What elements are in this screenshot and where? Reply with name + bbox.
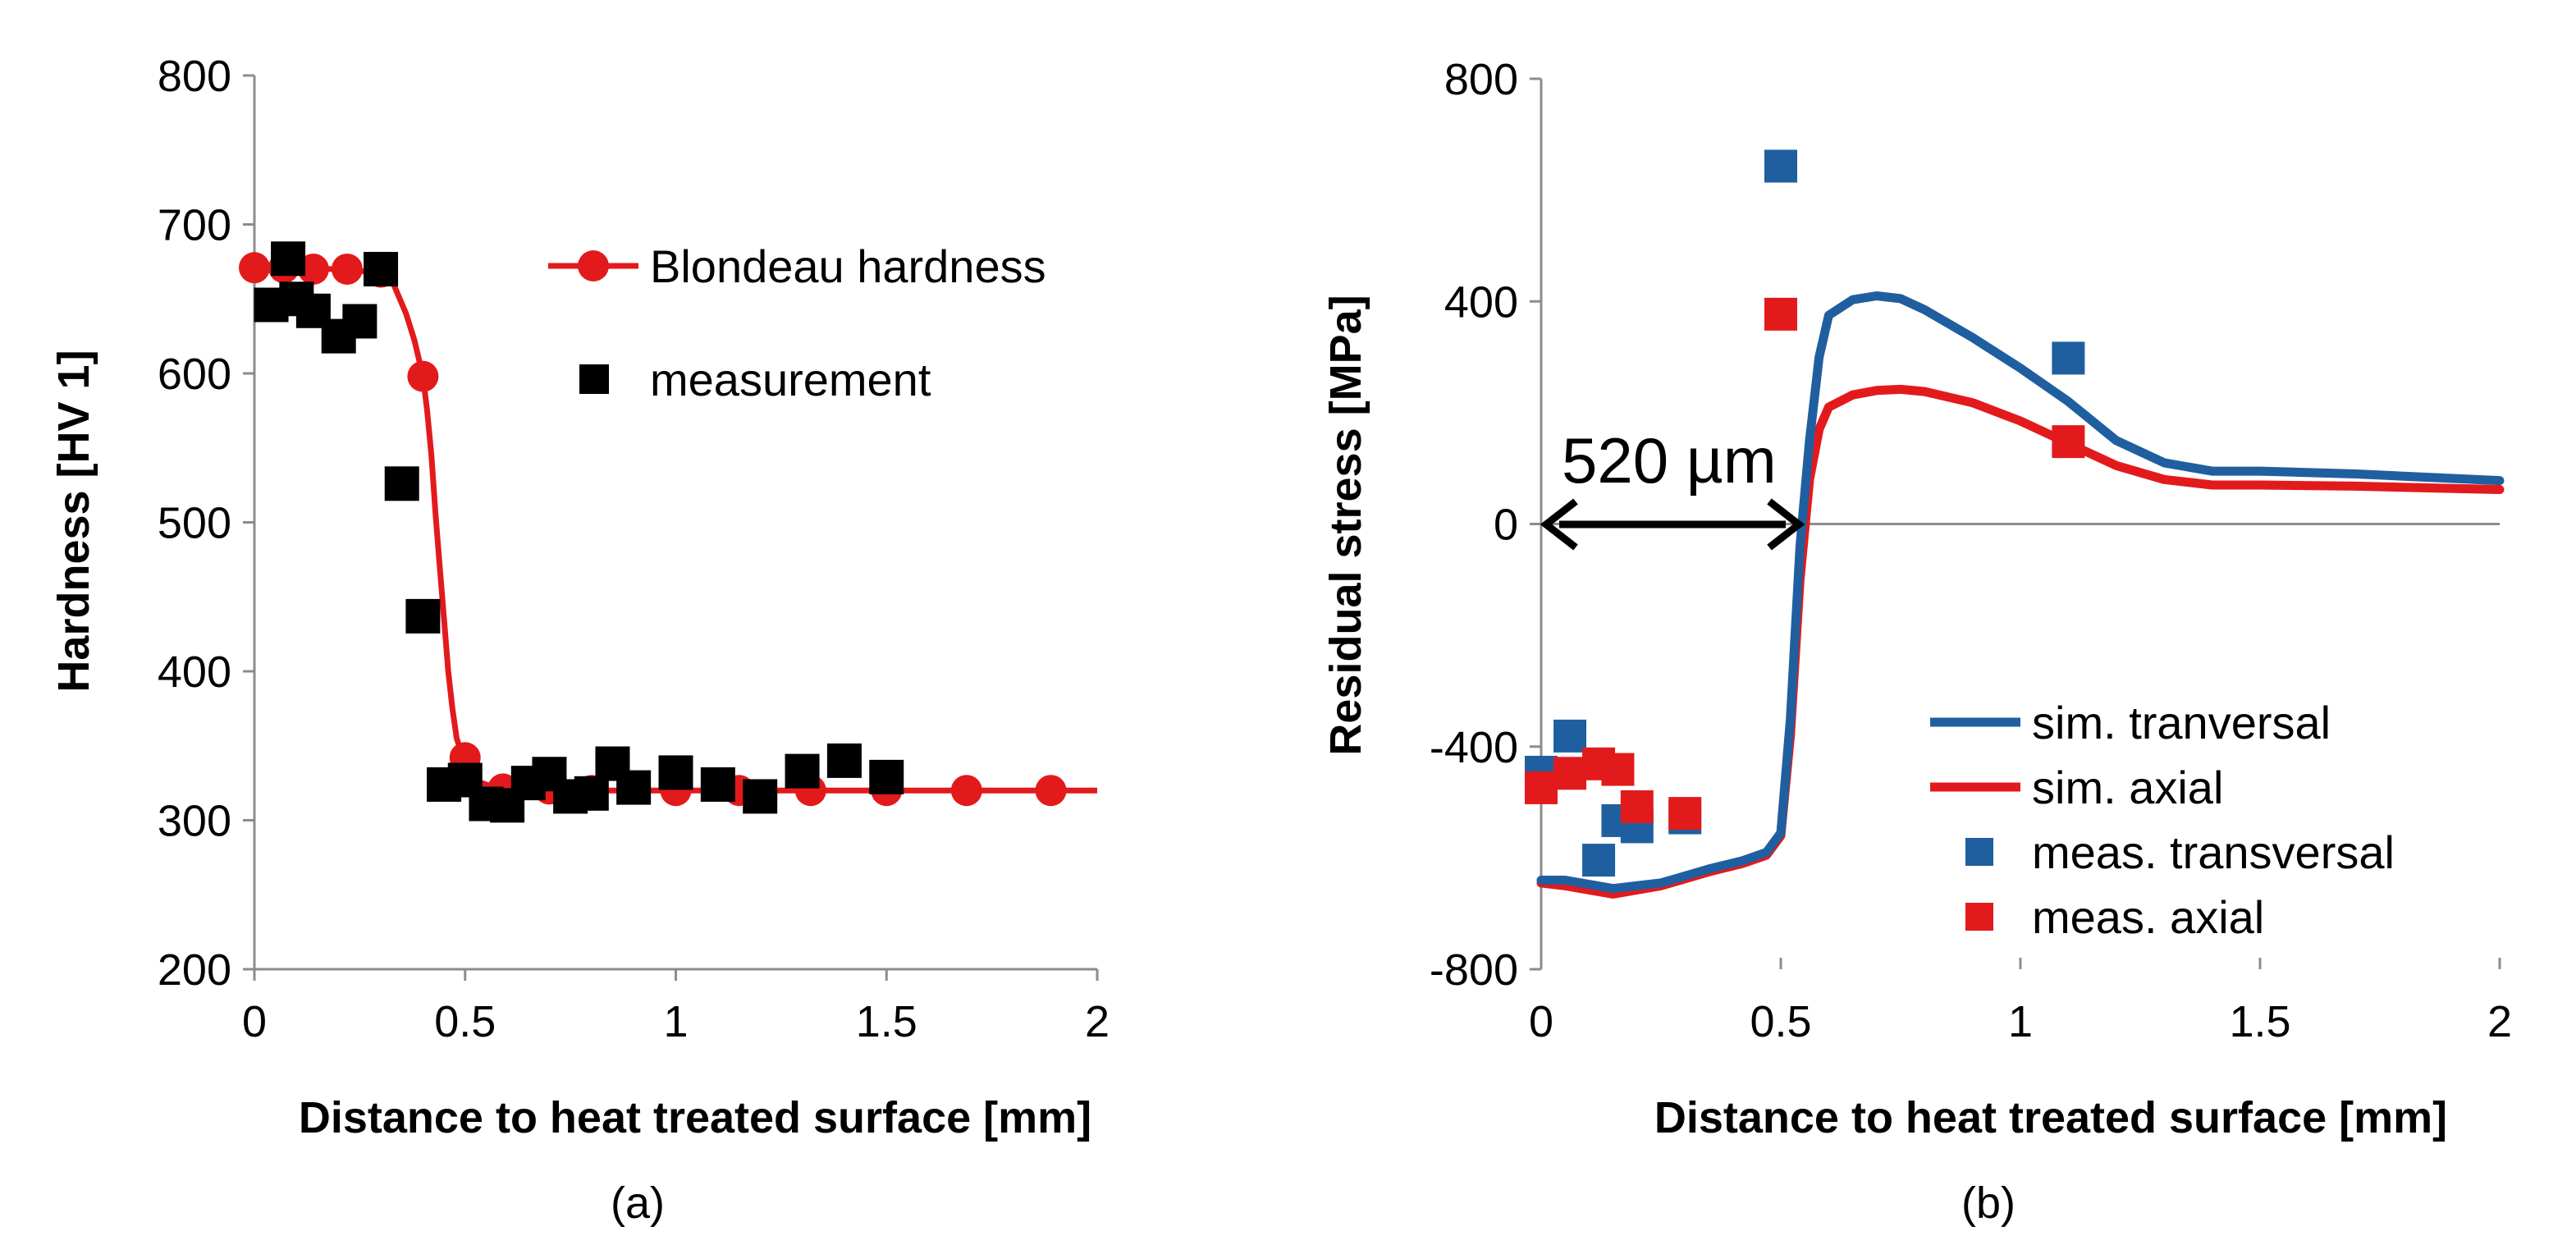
measurement-point	[364, 251, 399, 286]
legend-sim-transversal-label: sim. tranversal	[2032, 697, 2331, 748]
depth-annotation-label: 520 µm	[1562, 424, 1777, 497]
depth-arrow-head-right	[1767, 498, 1805, 551]
sim-transversal-line	[1536, 291, 2505, 894]
b-y-tick-label: 0	[1494, 501, 1518, 550]
b-x-tick-label: 2	[2487, 997, 2512, 1046]
meas-axial-point	[1620, 789, 1654, 823]
measurement-point	[785, 753, 820, 789]
a-panel-label: (a)	[611, 1178, 665, 1228]
a-y-tick-label: 700	[158, 201, 231, 250]
blondeau-hardness-line	[254, 264, 1097, 794]
b-panel-label: (b)	[1961, 1178, 2016, 1228]
meas-transversal-point	[1764, 149, 1797, 183]
a-legend: Blondeau hardness measurement	[548, 240, 1046, 405]
a-y-tick-label: 200	[158, 945, 231, 995]
a-x-axis-title: Distance to heat treated surface [mm]	[299, 1093, 1091, 1142]
b-y-axis-title: Residual stress [MPa]	[1321, 295, 1370, 755]
measurement-point	[271, 241, 306, 277]
legend-sim-axial-label: sim. axial	[2032, 762, 2223, 813]
blondeau-hardness-point	[1035, 775, 1067, 807]
legend-meas-transversal-label: meas. transversal	[2032, 826, 2395, 878]
a-x-tick-label: 0.5	[434, 997, 496, 1046]
legend-meas-transversal-marker	[1965, 838, 1993, 866]
depth-annotation: 520 µm	[1540, 424, 1805, 551]
measurement-point	[574, 776, 609, 811]
b-y-tick-label: -400	[1430, 723, 1518, 772]
meas-axial-point	[1525, 771, 1558, 804]
meas-axial-point	[1764, 297, 1797, 331]
b-x-tick-label: 1.5	[2229, 997, 2290, 1046]
a-x-tick-label: 1	[663, 997, 688, 1046]
meas-axial-point	[1668, 797, 1702, 831]
b-series	[1525, 149, 2505, 899]
legend-measurement-label: measurement	[650, 354, 931, 405]
blondeau-hardness-point	[297, 253, 329, 285]
b-x-tick-label: 0	[1529, 997, 1553, 1046]
measurement-point	[700, 767, 735, 802]
a-tick-labels: 200 300 400 500 600 700 800 0 0.5 1 1.5 2	[158, 52, 1110, 1046]
a-x-tick-label: 2	[1085, 997, 1110, 1046]
measurement-point	[826, 743, 862, 778]
blondeau-hardness-point	[331, 253, 363, 285]
b-x-axis-title: Distance to heat treated surface [mm]	[1654, 1093, 2447, 1142]
a-y-axis-title: Hardness [HV 1]	[49, 350, 98, 692]
a-y-tick-label: 600	[158, 350, 231, 399]
measurement-point	[743, 779, 778, 814]
residual-stress-chart: -800 -400 0 400 800 0 0.5 1 1.5 2 520 µm Distance…	[1321, 55, 2512, 1228]
a-x-tick-label: 0	[242, 997, 267, 1046]
blondeau-hardness-point	[407, 360, 439, 392]
meas-transversal-point	[1582, 844, 1616, 877]
legend-meas-axial-label: meas. axial	[2032, 891, 2264, 943]
b-tick-labels: -800 -400 0 400 800 0 0.5 1 1.5 2	[1430, 55, 2512, 1046]
b-x-tick-label: 0.5	[1750, 997, 1811, 1046]
meas-axial-point	[2052, 425, 2085, 459]
meas-axial-point	[1553, 757, 1587, 790]
meas-axial-point	[1601, 753, 1635, 786]
b-x-tick-label: 1	[2008, 997, 2033, 1046]
depth-arrow-head-left	[1540, 498, 1578, 551]
measurement-point	[616, 770, 652, 805]
blondeau-hardness-point	[950, 775, 982, 807]
a-x-tick-label: 1.5	[856, 997, 917, 1046]
legend-blondeau-label: Blondeau hardness	[650, 240, 1046, 292]
legend-blondeau-marker	[578, 250, 609, 281]
measurement-point	[384, 466, 419, 501]
legend-meas-axial-marker	[1965, 903, 1993, 931]
b-legend: sim. tranversal sim. axial meas. transve…	[1930, 697, 2395, 943]
measurement-point	[658, 755, 693, 790]
b-y-tick-label: -800	[1430, 945, 1518, 995]
hardness-chart: 200 300 400 500 600 700 800 0 0.5 1 1.5 2 Distance …	[49, 52, 1110, 1228]
b-y-tick-label: 400	[1444, 277, 1518, 327]
a-y-tick-label: 800	[158, 52, 231, 101]
a-y-tick-label: 500	[158, 499, 231, 548]
measurement-point	[869, 759, 904, 794]
blondeau-hardness-point	[239, 252, 270, 284]
measurement-point	[405, 598, 441, 634]
a-axes	[243, 74, 1099, 981]
legend-measurement-marker	[579, 364, 609, 394]
a-y-tick-label: 300	[158, 797, 231, 846]
meas-transversal-point	[1553, 719, 1587, 753]
meas-transversal-point	[2052, 341, 2085, 375]
a-y-tick-label: 400	[158, 648, 231, 697]
a-series	[239, 241, 1097, 823]
b-y-tick-label: 800	[1444, 55, 1518, 104]
measurement-point	[342, 304, 377, 339]
